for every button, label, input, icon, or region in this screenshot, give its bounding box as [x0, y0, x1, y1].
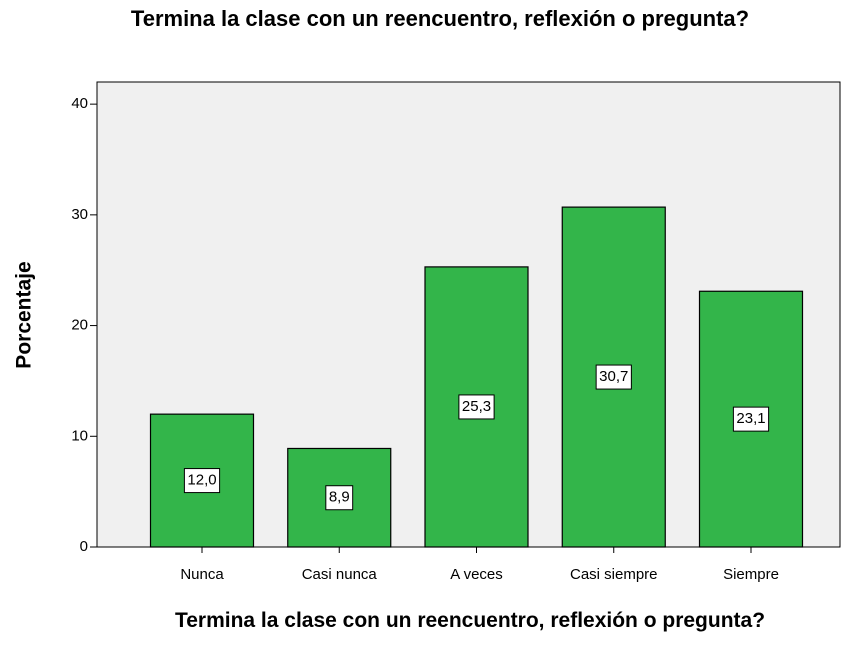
value-label: 25,3 — [462, 398, 491, 415]
value-label-box — [458, 394, 495, 420]
value-label-box — [325, 485, 354, 511]
x-tick-label: Casi siempre — [570, 566, 658, 583]
chart-title: Termina la clase con un reencuentro, ref… — [130, 6, 750, 31]
x-axis-label: Termina la clase con un reencuentro, ref… — [174, 609, 766, 632]
value-label: 8,9 — [329, 489, 350, 506]
y-tick-label: 20 — [71, 317, 88, 334]
value-label-box — [595, 364, 632, 390]
value-label: 12,0 — [187, 472, 216, 489]
x-tick-label: A veces — [450, 566, 503, 583]
value-label: 30,7 — [599, 368, 628, 385]
value-label: 23,1 — [736, 410, 765, 427]
y-tick-label: 0 — [80, 538, 88, 555]
x-tick-label: Casi nunca — [302, 566, 378, 583]
y-tick-label: 10 — [71, 427, 88, 444]
y-tick-label: 40 — [71, 95, 88, 112]
y-tick-label: 30 — [71, 206, 88, 223]
y-axis-label: Porcentaje — [13, 261, 36, 368]
value-label-box — [183, 468, 221, 494]
x-tick-label: Siempre — [723, 566, 779, 583]
value-label-box — [732, 406, 770, 432]
x-tick-label: Nunca — [180, 566, 224, 583]
